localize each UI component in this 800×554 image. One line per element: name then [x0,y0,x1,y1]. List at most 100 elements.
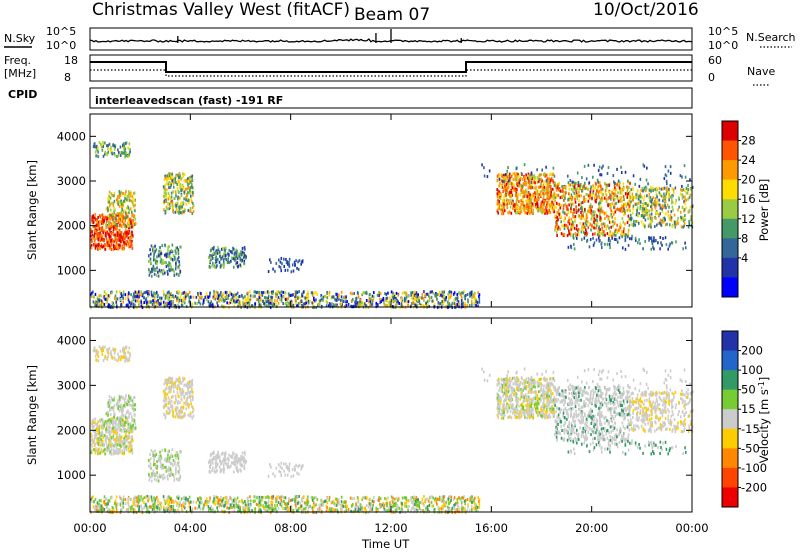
power-data-point [243,259,246,263]
power-data-point [133,223,136,227]
velocity-data-point [123,436,126,440]
power-data-point [169,172,172,176]
power-data-point [184,208,186,212]
power-data-point [179,207,182,211]
velocity-data-point [123,356,126,360]
power-data-point [629,201,631,205]
power-data-point [573,185,576,189]
power-data-point [130,293,132,297]
power-data-point [450,293,452,297]
power-data-point [641,187,644,191]
velocity-data-point [93,448,96,452]
power-data-point [246,301,249,305]
power-data-point [650,185,652,189]
power-data-point [183,300,185,304]
power-data-point [543,189,546,193]
power-data-point [429,290,432,294]
power-data-point [183,179,186,183]
velocity-data-point [108,346,111,350]
power-data-point [592,210,594,214]
velocity-data-point [94,354,97,358]
power-data-point [170,292,173,296]
power-data-point [541,179,543,183]
power-data-point [304,298,307,302]
velocity-data-point [131,444,133,448]
power-data-point [639,192,642,196]
power-data-point [340,302,342,306]
power-data-point [285,303,288,307]
power-data-point [632,195,634,199]
power-data-point [271,295,274,299]
power-data-point [498,190,501,194]
power-data-point [424,294,427,298]
power-data-point [224,246,227,250]
power-data-point [180,292,183,296]
power-data-point [632,187,634,191]
power-data-point [153,253,155,257]
velocity-data-point [128,403,131,407]
power-data-point [554,214,557,218]
power-data-point [300,262,303,266]
power-data-point [154,244,156,248]
power-data-point [570,187,573,191]
power-data-point [666,186,668,190]
power-data-point [530,171,533,175]
power-data-point [92,235,94,239]
velocity-data-point [102,349,104,353]
power-data-point [640,195,642,199]
power-data-point [172,299,174,303]
power-data-point [219,254,221,258]
power-data-point [110,148,113,152]
power-data-point [167,182,170,186]
power-data-point [598,195,600,199]
power-data-point [410,293,413,297]
power-data-point [627,218,630,222]
power-data-point [178,196,181,200]
power-data-point [98,219,101,223]
power-data-point [165,206,168,210]
velocity-data-point [102,345,104,349]
power-data-point [450,290,453,294]
velocity-data-point [123,441,125,445]
power-data-point [188,176,191,180]
power-data-point [351,292,354,296]
power-data-point [275,261,278,265]
velocity-data-point [119,425,121,429]
power-data-point [530,176,533,180]
power-data-point [95,244,98,248]
power-data-point [504,184,506,188]
power-data-point [555,184,558,188]
power-data-point [536,204,539,208]
velocity-data-point [133,418,136,422]
y-tick-label: 3000 [57,174,86,188]
power-data-point [119,236,122,240]
power-data-point [516,197,518,201]
velocity-data-point [113,404,116,408]
power-data-point [556,227,559,231]
power-data-point [662,195,665,199]
power-data-point [91,217,93,221]
power-data-point [119,220,121,224]
velocity-data-point [117,425,120,429]
power-data-point [666,182,668,186]
power-data-point [536,176,539,180]
power-data-point [233,304,236,308]
power-data-point [524,182,526,186]
power-data-point [153,250,156,254]
power-data-point [532,208,535,212]
power-data-point [642,198,645,202]
power-data-point [504,179,507,183]
power-data-point [431,290,433,294]
power-data-point [523,178,526,182]
power-data-point [109,217,112,221]
power-data-point [632,174,635,178]
power-data-point [228,301,230,305]
power-data-point [94,237,97,241]
power-data-point [457,300,460,304]
power-data-point [653,200,656,204]
power-data-point [558,202,561,206]
power-data-point [503,179,505,183]
power-data-point [383,298,385,302]
velocity-data-point [122,413,124,417]
power-data-point [614,193,617,197]
